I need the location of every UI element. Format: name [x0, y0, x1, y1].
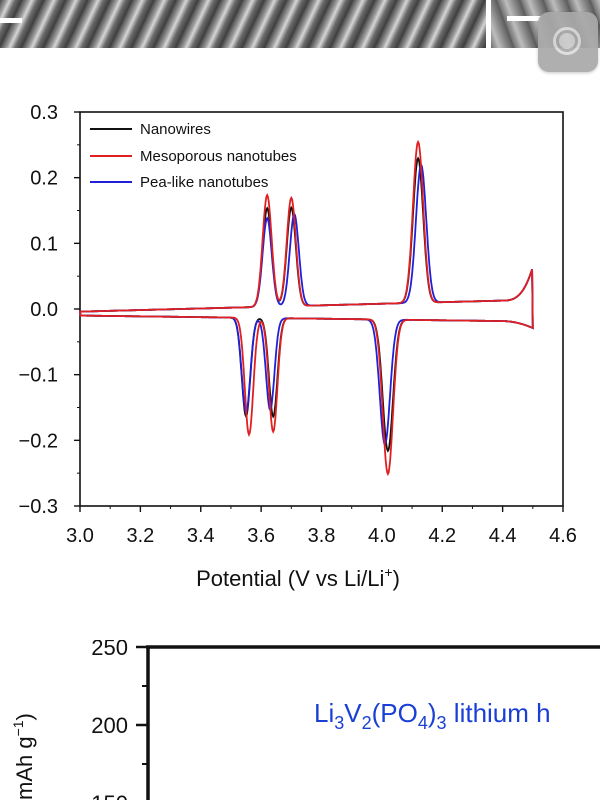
x-tick-label: 4.2	[428, 525, 456, 547]
legend-label: Pea-like nanotubes	[140, 174, 268, 191]
x-tick-label: 4.4	[489, 525, 517, 547]
capacity-y-tick-label: 250	[91, 640, 128, 660]
x-tick-label: 3.2	[126, 525, 154, 547]
y-tick-label: 0.3	[30, 102, 58, 124]
y-tick-label: 0.0	[30, 299, 58, 321]
scale-bar	[0, 18, 22, 23]
y-tick-label: 0.1	[30, 233, 58, 255]
capacity-y-axis-label: mAh g−1)	[10, 713, 37, 800]
floating-camera-button[interactable]	[538, 12, 598, 72]
y-tick-label: −0.2	[19, 430, 58, 452]
series-line-1	[78, 139, 534, 477]
y-tick-label: −0.3	[19, 496, 58, 518]
annotation-part: V	[344, 698, 362, 728]
x-axis-label-end: )	[393, 566, 400, 591]
capacity-ylabel-end: )	[12, 713, 37, 720]
cv-chart: 3.0 3.2 3.4 3.6 3.8 4.0 4.2 4.4 4.6 0.3 0.2 0.1 0.0 −…	[19, 102, 577, 591]
capacity-annotation: Li3V2(PO4)3 lithium h	[314, 698, 551, 733]
annotation-part: 3	[334, 713, 344, 733]
camera-icon-center	[559, 33, 575, 49]
x-tick-label: 4.6	[549, 525, 577, 547]
legend-label: Mesoporous nanotubes	[140, 148, 297, 165]
capacity-chart: 250200150 mAh g−1) Li3V2(PO4)3 lithium h	[10, 640, 600, 800]
annotation-part: lithium h	[447, 698, 551, 728]
annotation-part: Li	[314, 698, 334, 728]
legend-label: Nanowires	[140, 121, 211, 138]
x-axis-label-main: Potential (V vs Li/Li	[196, 566, 384, 591]
x-axis-label-sup: +	[384, 564, 392, 580]
annotation-part: 3	[437, 713, 447, 733]
capacity-ylabel-main: mAh g	[12, 736, 37, 800]
x-axis-label: Potential (V vs Li/Li+)	[196, 564, 400, 591]
capacity-ylabel-sup: −1	[10, 720, 26, 736]
x-tick-label: 3.6	[247, 525, 275, 547]
annotation-part: 4	[418, 713, 428, 733]
capacity-y-tick-label: 150	[91, 791, 128, 800]
x-tick-label: 4.0	[368, 525, 396, 547]
x-tick-label: 3.0	[66, 525, 94, 547]
scale-bar-inset	[507, 16, 541, 21]
sem-micrograph	[0, 0, 486, 48]
x-tick-label: 3.8	[308, 525, 336, 547]
annotation-part: )	[428, 698, 437, 728]
y-tick-label: −0.1	[19, 365, 58, 387]
capacity-y-tick-label: 200	[91, 713, 128, 738]
camera-icon	[553, 27, 581, 55]
annotation-part: (PO	[372, 698, 418, 728]
annotation-part: 2	[362, 713, 372, 733]
y-tick-label: 0.2	[30, 168, 58, 190]
x-tick-label: 3.4	[187, 525, 215, 547]
